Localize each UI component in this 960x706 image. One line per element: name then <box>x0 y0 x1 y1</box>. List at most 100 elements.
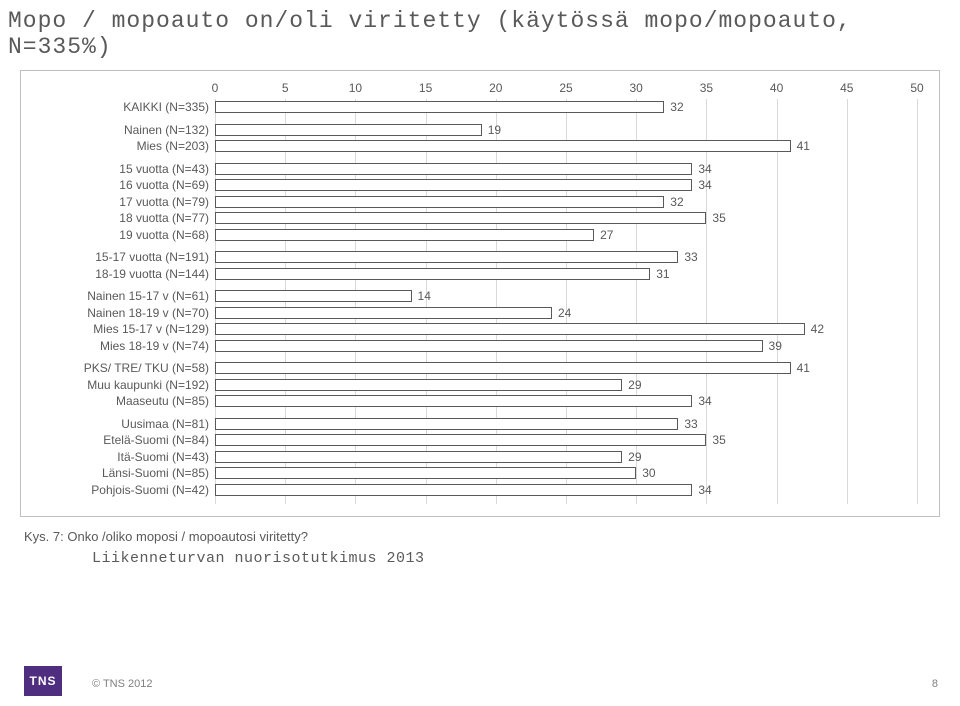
category-label: Mies 18-19 v (N=74) <box>100 339 209 353</box>
x-tick-label: 35 <box>700 81 713 95</box>
category-label: 15 vuotta (N=43) <box>119 162 209 176</box>
category-label: Maaseutu (N=85) <box>116 394 209 408</box>
category-label: Uusimaa (N=81) <box>121 417 209 431</box>
bar-track: 29 <box>215 379 917 391</box>
bar-track: 27 <box>215 229 917 241</box>
bar-group: 15 vuotta (N=43)3416 vuotta (N=69)3417 v… <box>215 161 917 244</box>
bar-group: PKS/ TRE/ TKU (N=58)41Muu kaupunki (N=19… <box>215 360 917 410</box>
category-label: KAIKKI (N=335) <box>123 100 209 114</box>
bar-row: Mies 18-19 v (N=74)39 <box>215 338 917 355</box>
bar <box>215 434 706 446</box>
value-label: 39 <box>769 339 782 353</box>
bar-row: PKS/ TRE/ TKU (N=58)41 <box>215 360 917 377</box>
bar-row: Uusimaa (N=81)33 <box>215 416 917 433</box>
value-label: 32 <box>670 195 683 209</box>
value-label: 34 <box>698 178 711 192</box>
bar-track: 31 <box>215 268 917 280</box>
bar-row: Etelä-Suomi (N=84)35 <box>215 432 917 449</box>
value-label: 19 <box>488 123 501 137</box>
bar-track: 14 <box>215 290 917 302</box>
bar <box>215 379 622 391</box>
plot-area: 05101520253035404550 KAIKKI (N=335)32Nai… <box>215 81 917 504</box>
bar <box>215 290 412 302</box>
slide: Mopo / mopoauto on/oli viritetty (käytös… <box>0 0 960 706</box>
category-label: PKS/ TRE/ TKU (N=58) <box>84 361 209 375</box>
bar-track: 34 <box>215 484 917 496</box>
category-label: Pohjois-Suomi (N=42) <box>91 483 209 497</box>
category-label: 19 vuotta (N=68) <box>119 228 209 242</box>
category-label: Länsi-Suomi (N=85) <box>102 466 209 480</box>
bar-row: Muu kaupunki (N=192)29 <box>215 377 917 394</box>
value-label: 34 <box>698 483 711 497</box>
bar <box>215 196 664 208</box>
bar-group: Nainen (N=132)19Mies (N=203)41 <box>215 122 917 155</box>
bar <box>215 101 664 113</box>
bar <box>215 229 594 241</box>
bar-track: 34 <box>215 395 917 407</box>
bar-track: 29 <box>215 451 917 463</box>
x-tick-label: 30 <box>630 81 643 95</box>
category-label: Muu kaupunki (N=192) <box>87 378 209 392</box>
page-title: Mopo / mopoauto on/oli viritetty (käytös… <box>0 8 960 60</box>
bars-layer: KAIKKI (N=335)32 Nainen (N=132)19Mies (N=… <box>215 99 917 498</box>
bar <box>215 484 692 496</box>
value-label: 29 <box>628 378 641 392</box>
x-tick-label: 45 <box>840 81 853 95</box>
value-label: 32 <box>670 100 683 114</box>
value-label: 27 <box>600 228 613 242</box>
grid-line <box>917 99 918 504</box>
value-label: 14 <box>418 289 431 303</box>
category-label: 18-19 vuotta (N=144) <box>95 267 209 281</box>
bar-track: 32 <box>215 196 917 208</box>
subtitle: Liikenneturvan nuorisotutkimus 2013 <box>92 550 960 567</box>
value-label: 34 <box>698 394 711 408</box>
x-tick-label: 25 <box>559 81 572 95</box>
x-tick-label: 20 <box>489 81 502 95</box>
bar-track: 41 <box>215 362 917 374</box>
page-number: 8 <box>932 678 938 690</box>
value-label: 42 <box>811 322 824 336</box>
bar-row: Itä-Suomi (N=43)29 <box>215 449 917 466</box>
bar-row: 15-17 vuotta (N=191)33 <box>215 249 917 266</box>
bar <box>215 251 678 263</box>
category-label: Etelä-Suomi (N=84) <box>103 433 209 447</box>
bar <box>215 451 622 463</box>
bar <box>215 212 706 224</box>
value-label: 31 <box>656 267 669 281</box>
bar-track: 35 <box>215 434 917 446</box>
bar-track: 35 <box>215 212 917 224</box>
bar <box>215 307 552 319</box>
bar <box>215 163 692 175</box>
category-label: 17 vuotta (N=79) <box>119 195 209 209</box>
value-label: 29 <box>628 450 641 464</box>
value-label: 30 <box>642 466 655 480</box>
category-label: 15-17 vuotta (N=191) <box>95 250 209 264</box>
value-label: 35 <box>712 433 725 447</box>
chart-caption: Kys. 7: Onko /oliko moposi / mopoautosi … <box>0 529 960 544</box>
copyright: © TNS 2012 <box>92 678 153 690</box>
bar-track: 32 <box>215 101 917 113</box>
bar-row: 18-19 vuotta (N=144)31 <box>215 266 917 283</box>
category-label: 16 vuotta (N=69) <box>119 178 209 192</box>
value-label: 33 <box>684 417 697 431</box>
tns-logo: TNS <box>24 666 62 696</box>
bar <box>215 340 763 352</box>
bar-track: 30 <box>215 467 917 479</box>
bar-row: 17 vuotta (N=79)32 <box>215 194 917 211</box>
category-label: Mies (N=203) <box>137 139 209 153</box>
bar-group: Uusimaa (N=81)33Etelä-Suomi (N=84)35Itä-… <box>215 416 917 499</box>
bar-track: 41 <box>215 140 917 152</box>
chart-container: 05101520253035404550 KAIKKI (N=335)32Nai… <box>20 70 940 517</box>
value-label: 24 <box>558 306 571 320</box>
bar <box>215 268 650 280</box>
bar-group: 15-17 vuotta (N=191)3318-19 vuotta (N=14… <box>215 249 917 282</box>
bar-track: 19 <box>215 124 917 136</box>
bar-group: KAIKKI (N=335)32 <box>215 99 917 116</box>
bar <box>215 418 678 430</box>
x-tick-label: 5 <box>282 81 289 95</box>
x-tick-label: 10 <box>349 81 362 95</box>
bar-row: 18 vuotta (N=77)35 <box>215 210 917 227</box>
bar-row: Nainen (N=132)19 <box>215 122 917 139</box>
bar-row: Pohjois-Suomi (N=42)34 <box>215 482 917 499</box>
value-label: 35 <box>712 211 725 225</box>
